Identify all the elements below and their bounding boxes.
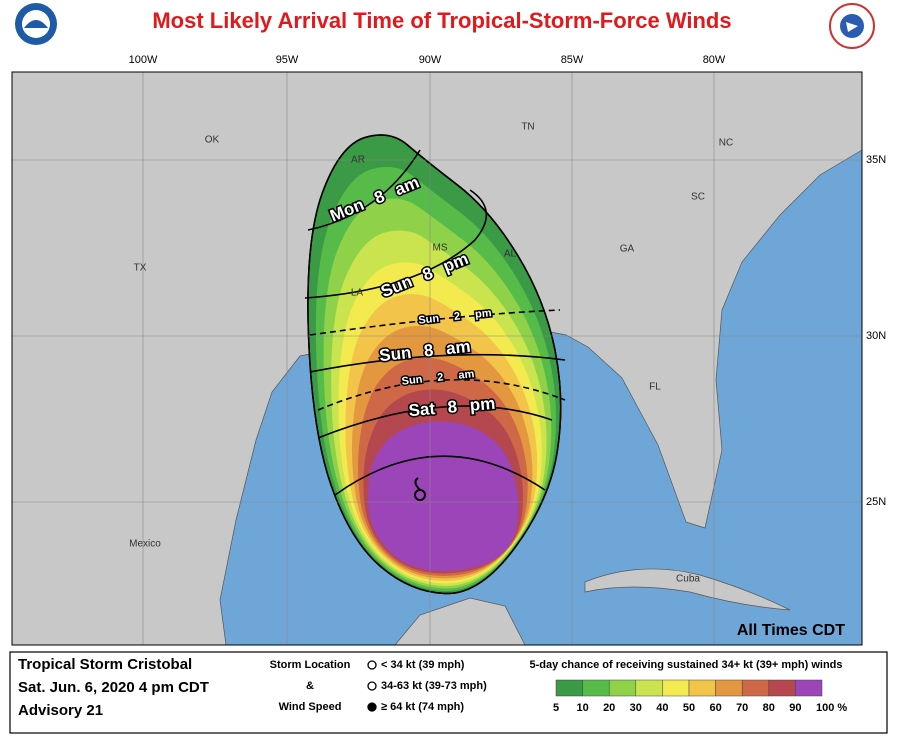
legend-swatch — [795, 679, 823, 697]
longitude-label: 80W — [703, 54, 726, 66]
legend-title: 5-day chance of receiving sustained 34+ … — [530, 659, 843, 671]
key-title: Storm Location — [270, 659, 351, 671]
title: Most Likely Arrival Time of Tropical-Sto… — [152, 8, 731, 33]
place-label: AL — [504, 249, 517, 260]
latitude-label: 25N — [866, 496, 886, 508]
arrival-lines — [304, 149, 566, 496]
legend-label: 40 — [656, 702, 668, 714]
legend-swatch — [662, 679, 690, 697]
storm-info: Tropical Storm Cristobal — [18, 656, 192, 673]
probability-cone — [307, 134, 562, 595]
place-label: Mexico — [129, 539, 161, 550]
key-title: Wind Speed — [279, 701, 342, 713]
legend-swatch — [582, 679, 610, 697]
graticule — [12, 72, 862, 645]
longitude-label: 100W — [129, 54, 158, 66]
nws-logo — [829, 3, 875, 49]
key-symbol — [367, 702, 377, 712]
place-label: GA — [620, 244, 635, 255]
legend-label: 20 — [603, 702, 615, 714]
legend-label: 80 — [763, 702, 775, 714]
storm-marker — [414, 477, 426, 501]
place-label: LA — [351, 288, 364, 299]
probability-band — [368, 421, 519, 572]
latitude-label: 35N — [866, 154, 886, 166]
key-item: 34-63 kt (39-73 mph) — [381, 680, 487, 692]
legend: Tropical Storm Cristobal Sat. Jun. 6, 202… — [18, 656, 847, 719]
key-symbol — [367, 681, 377, 691]
legend-label: 5 — [553, 702, 559, 714]
legend-label: 70 — [736, 702, 748, 714]
legend-label: 30 — [630, 702, 642, 714]
cuba — [584, 568, 791, 611]
legend-label: 100 % — [816, 702, 847, 714]
place-label: AR — [351, 155, 365, 166]
legend-swatch — [635, 679, 663, 697]
longitude-label: 95W — [276, 54, 299, 66]
place-label: MS — [433, 243, 448, 254]
place-label: NC — [719, 138, 733, 149]
key-item: < 34 kt (39 mph) — [381, 659, 465, 671]
legend-swatch — [608, 679, 637, 697]
legend-label: 90 — [789, 702, 801, 714]
legend-swatch — [555, 679, 583, 697]
legend-label: 50 — [683, 702, 695, 714]
storm-info: Advisory 21 — [18, 702, 103, 719]
storm-info: Sat. Jun. 6, 2020 4 pm CDT — [18, 679, 209, 696]
legend-swatch — [715, 679, 743, 697]
place-label: FL — [649, 382, 661, 393]
legend-label: 10 — [576, 702, 588, 714]
place-label: TN — [521, 122, 534, 133]
place-label: OK — [205, 135, 220, 146]
latitude-label: 30N — [866, 330, 886, 342]
key-symbol — [367, 660, 377, 670]
legend-swatch — [768, 679, 796, 697]
longitude-label: 85W — [561, 54, 584, 66]
times-note: All Times CDT — [737, 622, 845, 639]
place-label: SC — [691, 192, 705, 203]
legend-label: 60 — [709, 702, 721, 714]
yucatan — [394, 597, 526, 645]
map-frame — [11, 71, 863, 646]
longitude-label: 90W — [419, 54, 442, 66]
place-label: TX — [134, 263, 147, 274]
noaa-logo — [15, 3, 57, 45]
key-title: & — [306, 680, 314, 692]
legend-swatch — [741, 679, 770, 697]
legend-swatch — [688, 679, 716, 697]
key-item: ≥ 64 kt (74 mph) — [381, 701, 464, 713]
place-label: Cuba — [676, 574, 700, 585]
